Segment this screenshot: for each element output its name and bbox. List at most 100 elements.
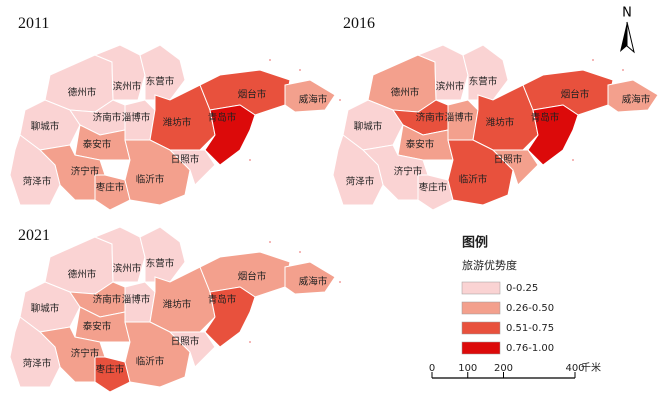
city-label: 枣庄市 [419, 182, 448, 194]
scale-tick-label: 200 [494, 363, 513, 374]
city-region [447, 139, 514, 206]
legend-subtitle: 旅游优势度 [462, 258, 517, 272]
city-label: 青岛市 [531, 112, 560, 124]
legend-title: 图例 [462, 235, 488, 251]
city-label: 威海市 [622, 94, 651, 106]
city-label: 潍坊市 [163, 117, 192, 129]
scale-tick-label: 100 [458, 363, 477, 374]
city-region [124, 139, 191, 206]
year-label: 2011 [18, 15, 49, 32]
city-label: 济宁市 [71, 348, 100, 360]
city-label: 菏泽市 [346, 176, 375, 188]
city-region [284, 79, 336, 113]
island [592, 59, 594, 61]
city-label: 临沂市 [459, 174, 488, 186]
north-arrow-left [620, 22, 627, 52]
city-label: 东营市 [146, 76, 175, 88]
city-label: 济宁市 [394, 166, 423, 178]
city-region [44, 54, 114, 113]
city-region [9, 134, 61, 206]
city-label: 滨州市 [113, 263, 142, 275]
city-region [168, 331, 216, 368]
island [572, 159, 574, 161]
city-region [44, 236, 114, 295]
city-region [168, 149, 216, 186]
island [249, 159, 251, 161]
city-label: 济宁市 [71, 166, 100, 178]
island [299, 69, 301, 71]
city-region [9, 316, 61, 388]
city-label: 日照市 [494, 154, 523, 166]
city-region [139, 226, 186, 283]
city-label: 枣庄市 [96, 182, 125, 194]
island [299, 251, 301, 253]
legend-swatch [461, 301, 501, 315]
north-label: N [622, 6, 632, 21]
year-label: 2016 [343, 15, 375, 32]
city-label: 聊城市 [31, 303, 60, 315]
north-arrow-right [626, 21, 635, 54]
island [622, 69, 624, 71]
city-label: 泰安市 [83, 139, 112, 151]
city-label: 泰安市 [406, 139, 435, 151]
scale-unit: 千米 [581, 361, 601, 374]
city-label: 青岛市 [208, 294, 237, 306]
legend: 图例 旅游优势度 0-0.25 0.26-0.50 0.51-0.75 0.76-1.… [461, 235, 554, 355]
city-label: 淄博市 [445, 112, 474, 124]
city-region [284, 261, 336, 295]
legend-swatch [461, 341, 501, 355]
island [339, 281, 341, 283]
city-label: 枣庄市 [96, 364, 125, 376]
city-label: 菏泽市 [23, 176, 52, 188]
city-region [527, 104, 579, 166]
city-label: 烟台市 [238, 89, 267, 101]
city-region [607, 79, 659, 113]
city-label: 烟台市 [238, 271, 267, 283]
legend-label: 0-0.25 [506, 283, 538, 294]
city-label: 东营市 [469, 76, 498, 88]
city-label: 东营市 [146, 258, 175, 270]
island [269, 241, 271, 243]
city-label: 威海市 [299, 276, 328, 288]
city-label: 滨州市 [436, 81, 465, 93]
city-label: 聊城市 [354, 121, 383, 133]
city-region [149, 84, 216, 151]
city-region [93, 44, 146, 101]
city-label: 泰安市 [83, 321, 112, 333]
city-label: 滨州市 [113, 81, 142, 93]
city-region [149, 266, 216, 333]
city-label: 济南市 [416, 112, 445, 124]
city-region [472, 84, 539, 151]
scale-tick-label: 400 [565, 363, 584, 374]
city-label: 济南市 [93, 294, 122, 306]
city-label: 临沂市 [136, 356, 165, 368]
city-region [204, 104, 256, 166]
city-region [416, 44, 469, 101]
island [269, 59, 271, 61]
legend-label: 0.51-0.75 [506, 323, 554, 334]
city-label: 德州市 [391, 87, 420, 99]
city-label: 淄博市 [122, 294, 151, 306]
city-region [462, 44, 509, 101]
city-region [491, 149, 539, 186]
city-region [332, 134, 384, 206]
island [249, 341, 251, 343]
city-region [204, 286, 256, 348]
city-label: 烟台市 [561, 89, 590, 101]
city-label: 德州市 [68, 87, 97, 99]
city-label: 潍坊市 [486, 117, 515, 129]
city-label: 临沂市 [136, 174, 165, 186]
city-label: 德州市 [68, 269, 97, 281]
city-region [93, 226, 146, 283]
city-label: 日照市 [171, 154, 200, 166]
city-label: 潍坊市 [163, 299, 192, 311]
legend-swatch [461, 321, 501, 335]
legend-label: 0.76-1.00 [506, 343, 554, 354]
scale-tick-label: 0 [429, 363, 435, 374]
city-label: 聊城市 [31, 121, 60, 133]
legend-swatch [461, 281, 501, 295]
